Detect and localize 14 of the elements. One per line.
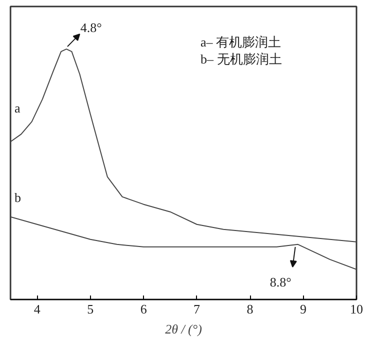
annotation: 4.8° bbox=[80, 20, 102, 36]
annotation: a– 有机膨润土 bbox=[200, 34, 282, 50]
x-tick-label: 7 bbox=[194, 302, 201, 316]
x-axis-title: 2θ / (°) bbox=[165, 322, 202, 336]
x-tick-label: 10 bbox=[350, 302, 363, 316]
x-tick-label: 4 bbox=[34, 302, 41, 316]
series-label: a bbox=[14, 100, 20, 116]
x-tick-label: 6 bbox=[140, 302, 148, 316]
annotation: 8.8° bbox=[270, 274, 292, 290]
series-label: b bbox=[14, 190, 21, 205]
x-tick-label: 5 bbox=[87, 302, 94, 316]
x-tick-label: 9 bbox=[300, 302, 307, 316]
annotation: b– 无机膨润土 bbox=[200, 52, 282, 66]
x-tick-label: 8 bbox=[246, 302, 254, 316]
